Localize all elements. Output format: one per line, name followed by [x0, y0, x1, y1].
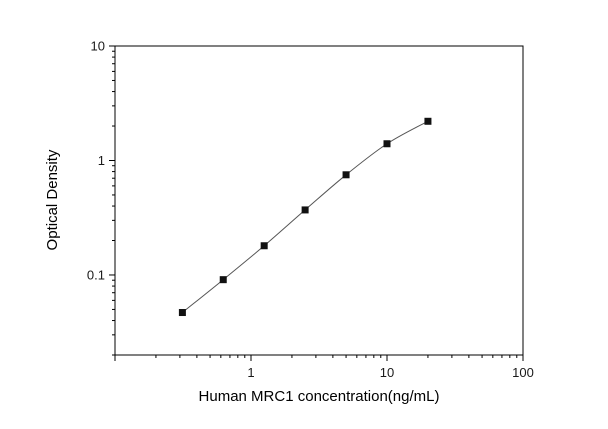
data-point-marker — [342, 171, 350, 179]
x-tick-label: 100 — [512, 365, 534, 380]
curve-line — [182, 120, 429, 313]
y-tick-label: 10 — [91, 39, 105, 54]
y-tick-label: 0.1 — [87, 267, 105, 282]
data-point-marker — [219, 276, 227, 284]
data-point-marker — [178, 309, 186, 317]
x-tick-label: 10 — [380, 365, 394, 380]
y-tick-label: 1 — [98, 153, 105, 168]
plot-border — [114, 45, 524, 356]
data-point-marker — [301, 206, 309, 214]
x-axis-label: Human MRC1 concentration(ng/mL) — [199, 388, 440, 405]
y-axis-label: Optical Density — [44, 149, 61, 250]
data-point-marker — [383, 140, 391, 148]
data-point-marker — [260, 242, 268, 250]
x-tick-label: 1 — [247, 365, 254, 380]
data-point-marker — [424, 117, 432, 125]
